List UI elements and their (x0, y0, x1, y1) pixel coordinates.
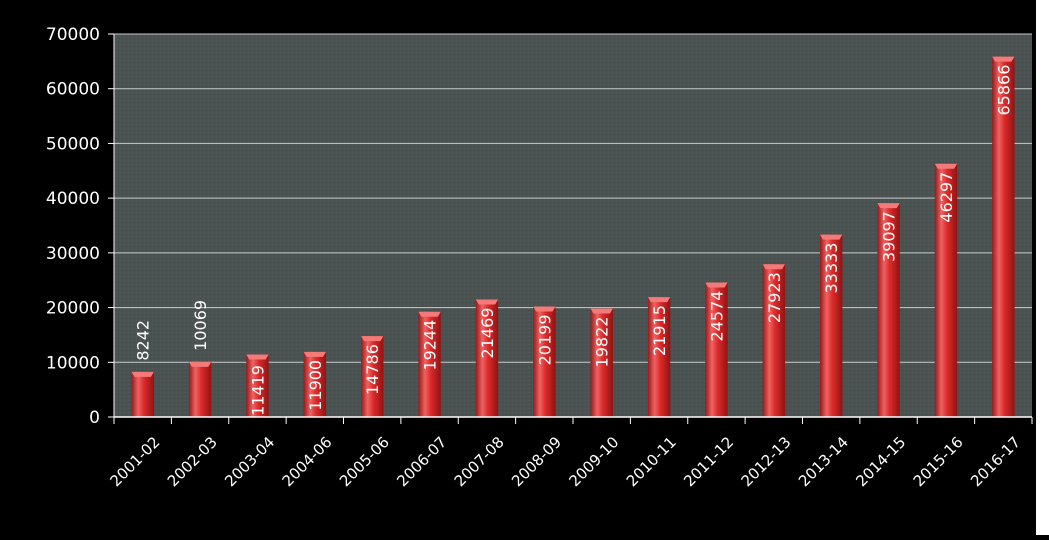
data-label: 10069 (191, 300, 210, 351)
y-tick-label: 40000 (46, 189, 100, 209)
bar-cap (360, 336, 384, 342)
bar (762, 264, 786, 417)
bar-cap (590, 308, 613, 314)
bar-2004-06 (303, 351, 327, 417)
bar (992, 56, 1015, 417)
bar (819, 234, 843, 417)
data-label: 39097 (880, 211, 899, 262)
data-label: 8242 (134, 320, 153, 361)
bar-2008-09 (533, 306, 556, 417)
data-label: 19822 (593, 317, 612, 368)
bar (533, 306, 556, 417)
bar-2002-03 (188, 361, 212, 417)
data-label: 65866 (994, 65, 1013, 116)
data-label: 11900 (306, 360, 325, 411)
bar-cap (762, 264, 786, 270)
bar-cap (877, 203, 900, 209)
bar (475, 299, 499, 417)
bar-2011-12 (705, 282, 728, 417)
bar-2001-02 (131, 371, 154, 417)
bar-2005-06 (360, 336, 384, 417)
y-tick-label: 70000 (46, 25, 100, 45)
data-label: 33333 (822, 243, 841, 294)
data-label: 21469 (478, 308, 497, 359)
y-tick-label: 10000 (46, 353, 100, 373)
bar-cap (533, 306, 556, 312)
bar (934, 163, 958, 417)
y-tick-label: 0 (89, 408, 100, 428)
bar (360, 336, 384, 417)
bar (131, 371, 154, 417)
bar-2016-17 (992, 56, 1015, 417)
bar-2015-16 (934, 163, 958, 417)
bar (418, 311, 441, 417)
bar (188, 361, 212, 417)
data-label: 19244 (421, 320, 440, 371)
bar-2013-14 (819, 234, 843, 417)
data-label: 20199 (535, 314, 554, 365)
data-label: 14786 (363, 344, 382, 395)
bar (647, 297, 671, 417)
y-tick-label: 60000 (46, 80, 100, 100)
data-label: 27923 (765, 272, 784, 323)
bar-2006-07 (418, 311, 441, 417)
bar-cap (131, 371, 154, 377)
bar-cap (246, 354, 269, 360)
bar (303, 351, 327, 417)
bar-cap (819, 234, 843, 240)
data-label: 46297 (937, 172, 956, 223)
bar-cap (992, 56, 1015, 62)
bar-cap (934, 163, 958, 169)
right-margin (1036, 0, 1049, 535)
bar-2007-08 (475, 299, 499, 417)
bar-2010-11 (647, 297, 671, 417)
bar (246, 354, 269, 417)
y-tick-label: 20000 (46, 299, 100, 319)
bar-cap (418, 311, 441, 317)
data-label: 21915 (650, 305, 669, 356)
bar-2003-04 (246, 354, 269, 417)
y-tick-label: 30000 (46, 244, 100, 264)
bar-2012-13 (762, 264, 786, 417)
bar-cap (475, 299, 499, 305)
bar-cap (188, 361, 212, 367)
bar (877, 203, 900, 417)
bar-cap (705, 282, 728, 288)
bar (705, 282, 728, 417)
data-label: 24574 (707, 291, 726, 342)
bar (590, 308, 613, 417)
bar-2009-10 (590, 308, 613, 417)
bar-cap (647, 297, 671, 303)
bar-cap (303, 351, 327, 357)
bar-2014-15 (877, 203, 900, 417)
data-label: 11419 (248, 365, 267, 416)
y-tick-label: 50000 (46, 134, 100, 154)
